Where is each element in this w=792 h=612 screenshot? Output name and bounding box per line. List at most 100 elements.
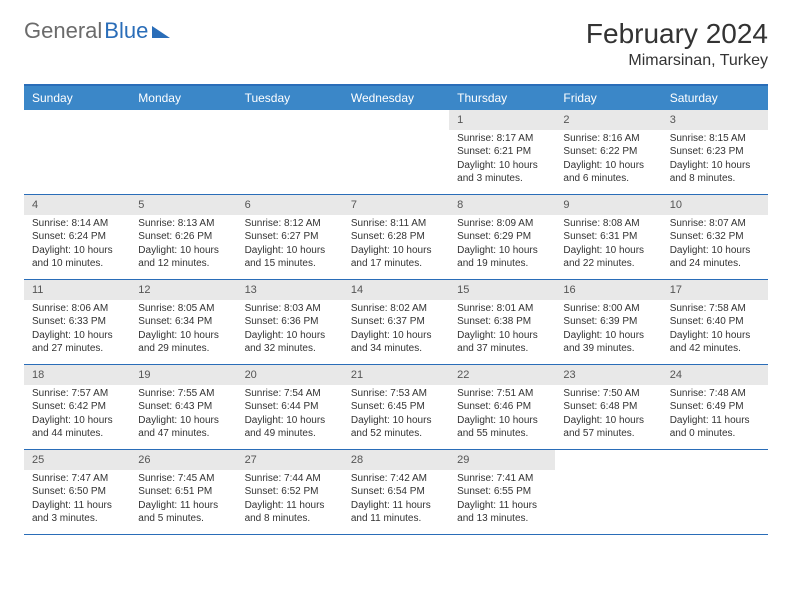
sunset-text: Sunset: 6:24 PM — [32, 230, 122, 244]
cell-body: Sunrise: 8:16 AMSunset: 6:22 PMDaylight:… — [555, 130, 661, 192]
sunset-text: Sunset: 6:34 PM — [138, 315, 228, 329]
logo: GeneralBlue — [24, 18, 170, 44]
sunrise-text: Sunrise: 7:50 AM — [563, 387, 653, 401]
day-number: 14 — [343, 280, 449, 300]
cell-body: Sunrise: 8:03 AMSunset: 6:36 PMDaylight:… — [237, 300, 343, 362]
cell-body: Sunrise: 7:45 AMSunset: 6:51 PMDaylight:… — [130, 470, 236, 532]
sunrise-text: Sunrise: 8:14 AM — [32, 217, 122, 231]
day-number: 18 — [24, 365, 130, 385]
location-label: Mimarsinan, Turkey — [586, 52, 768, 70]
cell-body: Sunrise: 7:57 AMSunset: 6:42 PMDaylight:… — [24, 385, 130, 447]
sunset-text: Sunset: 6:52 PM — [245, 485, 335, 499]
cell-body: Sunrise: 7:47 AMSunset: 6:50 PMDaylight:… — [24, 470, 130, 532]
sunset-text: Sunset: 6:44 PM — [245, 400, 335, 414]
calendar-cell: 7Sunrise: 8:11 AMSunset: 6:28 PMDaylight… — [343, 195, 449, 279]
sunrise-text: Sunrise: 8:17 AM — [457, 132, 547, 146]
daylight-text: Daylight: 10 hours and 52 minutes. — [351, 414, 441, 441]
day-number: 9 — [555, 195, 661, 215]
sunset-text: Sunset: 6:55 PM — [457, 485, 547, 499]
daylight-text: Daylight: 10 hours and 19 minutes. — [457, 244, 547, 271]
sunset-text: Sunset: 6:31 PM — [563, 230, 653, 244]
sunrise-text: Sunrise: 8:01 AM — [457, 302, 547, 316]
sunrise-text: Sunrise: 7:45 AM — [138, 472, 228, 486]
calendar-cell: 29Sunrise: 7:41 AMSunset: 6:55 PMDayligh… — [449, 450, 555, 534]
cell-body: Sunrise: 8:13 AMSunset: 6:26 PMDaylight:… — [130, 215, 236, 277]
sunset-text: Sunset: 6:50 PM — [32, 485, 122, 499]
daylight-text: Daylight: 10 hours and 17 minutes. — [351, 244, 441, 271]
calendar-cell: 12Sunrise: 8:05 AMSunset: 6:34 PMDayligh… — [130, 280, 236, 364]
sunset-text: Sunset: 6:54 PM — [351, 485, 441, 499]
sunrise-text: Sunrise: 7:57 AM — [32, 387, 122, 401]
cell-body: Sunrise: 7:44 AMSunset: 6:52 PMDaylight:… — [237, 470, 343, 532]
day-header-cell: Monday — [130, 86, 236, 110]
sunset-text: Sunset: 6:42 PM — [32, 400, 122, 414]
calendar-cell: 16Sunrise: 8:00 AMSunset: 6:39 PMDayligh… — [555, 280, 661, 364]
calendar-cell: 10Sunrise: 8:07 AMSunset: 6:32 PMDayligh… — [662, 195, 768, 279]
calendar-cell-empty — [237, 110, 343, 194]
daylight-text: Daylight: 11 hours and 3 minutes. — [32, 499, 122, 526]
logo-text-blue: Blue — [104, 18, 148, 44]
day-number: 25 — [24, 450, 130, 470]
daylight-text: Daylight: 11 hours and 8 minutes. — [245, 499, 335, 526]
calendar-cell-empty — [662, 450, 768, 534]
week-row: 1Sunrise: 8:17 AMSunset: 6:21 PMDaylight… — [24, 110, 768, 195]
sunrise-text: Sunrise: 7:58 AM — [670, 302, 760, 316]
calendar-cell: 21Sunrise: 7:53 AMSunset: 6:45 PMDayligh… — [343, 365, 449, 449]
day-number: 17 — [662, 280, 768, 300]
calendar-cell: 13Sunrise: 8:03 AMSunset: 6:36 PMDayligh… — [237, 280, 343, 364]
sunrise-text: Sunrise: 7:48 AM — [670, 387, 760, 401]
sunrise-text: Sunrise: 7:51 AM — [457, 387, 547, 401]
sunrise-text: Sunrise: 7:41 AM — [457, 472, 547, 486]
calendar-cell: 23Sunrise: 7:50 AMSunset: 6:48 PMDayligh… — [555, 365, 661, 449]
calendar-cell: 11Sunrise: 8:06 AMSunset: 6:33 PMDayligh… — [24, 280, 130, 364]
day-number: 16 — [555, 280, 661, 300]
cell-body: Sunrise: 7:53 AMSunset: 6:45 PMDaylight:… — [343, 385, 449, 447]
cell-body: Sunrise: 8:09 AMSunset: 6:29 PMDaylight:… — [449, 215, 555, 277]
day-number: 1 — [449, 110, 555, 130]
logo-triangle-icon — [152, 26, 170, 38]
day-number: 8 — [449, 195, 555, 215]
calendar-cell: 4Sunrise: 8:14 AMSunset: 6:24 PMDaylight… — [24, 195, 130, 279]
sunset-text: Sunset: 6:39 PM — [563, 315, 653, 329]
cell-body: Sunrise: 7:50 AMSunset: 6:48 PMDaylight:… — [555, 385, 661, 447]
calendar-cell: 1Sunrise: 8:17 AMSunset: 6:21 PMDaylight… — [449, 110, 555, 194]
calendar-cell-empty — [24, 110, 130, 194]
sunset-text: Sunset: 6:49 PM — [670, 400, 760, 414]
cell-body: Sunrise: 8:14 AMSunset: 6:24 PMDaylight:… — [24, 215, 130, 277]
daylight-text: Daylight: 10 hours and 8 minutes. — [670, 159, 760, 186]
daylight-text: Daylight: 10 hours and 3 minutes. — [457, 159, 547, 186]
sunset-text: Sunset: 6:28 PM — [351, 230, 441, 244]
sunset-text: Sunset: 6:33 PM — [32, 315, 122, 329]
calendar-cell: 17Sunrise: 7:58 AMSunset: 6:40 PMDayligh… — [662, 280, 768, 364]
sunset-text: Sunset: 6:51 PM — [138, 485, 228, 499]
sunrise-text: Sunrise: 8:15 AM — [670, 132, 760, 146]
calendar-cell: 26Sunrise: 7:45 AMSunset: 6:51 PMDayligh… — [130, 450, 236, 534]
day-header-row: SundayMondayTuesdayWednesdayThursdayFrid… — [24, 86, 768, 110]
sunrise-text: Sunrise: 7:42 AM — [351, 472, 441, 486]
cell-body: Sunrise: 8:11 AMSunset: 6:28 PMDaylight:… — [343, 215, 449, 277]
day-number: 29 — [449, 450, 555, 470]
cell-body: Sunrise: 7:55 AMSunset: 6:43 PMDaylight:… — [130, 385, 236, 447]
logo-text-general: General — [24, 18, 102, 44]
daylight-text: Daylight: 10 hours and 39 minutes. — [563, 329, 653, 356]
page-header: GeneralBlue February 2024 Mimarsinan, Tu… — [24, 18, 768, 70]
calendar-cell: 24Sunrise: 7:48 AMSunset: 6:49 PMDayligh… — [662, 365, 768, 449]
calendar-cell-empty — [343, 110, 449, 194]
day-number: 21 — [343, 365, 449, 385]
cell-body: Sunrise: 8:05 AMSunset: 6:34 PMDaylight:… — [130, 300, 236, 362]
sunrise-text: Sunrise: 8:07 AM — [670, 217, 760, 231]
daylight-text: Daylight: 10 hours and 29 minutes. — [138, 329, 228, 356]
daylight-text: Daylight: 10 hours and 27 minutes. — [32, 329, 122, 356]
sunset-text: Sunset: 6:36 PM — [245, 315, 335, 329]
day-header-cell: Tuesday — [237, 86, 343, 110]
sunset-text: Sunset: 6:37 PM — [351, 315, 441, 329]
daylight-text: Daylight: 10 hours and 57 minutes. — [563, 414, 653, 441]
sunset-text: Sunset: 6:46 PM — [457, 400, 547, 414]
sunset-text: Sunset: 6:45 PM — [351, 400, 441, 414]
daylight-text: Daylight: 11 hours and 11 minutes. — [351, 499, 441, 526]
cell-body: Sunrise: 8:15 AMSunset: 6:23 PMDaylight:… — [662, 130, 768, 192]
daylight-text: Daylight: 10 hours and 15 minutes. — [245, 244, 335, 271]
calendar-cell: 25Sunrise: 7:47 AMSunset: 6:50 PMDayligh… — [24, 450, 130, 534]
daylight-text: Daylight: 10 hours and 42 minutes. — [670, 329, 760, 356]
sunrise-text: Sunrise: 7:53 AM — [351, 387, 441, 401]
